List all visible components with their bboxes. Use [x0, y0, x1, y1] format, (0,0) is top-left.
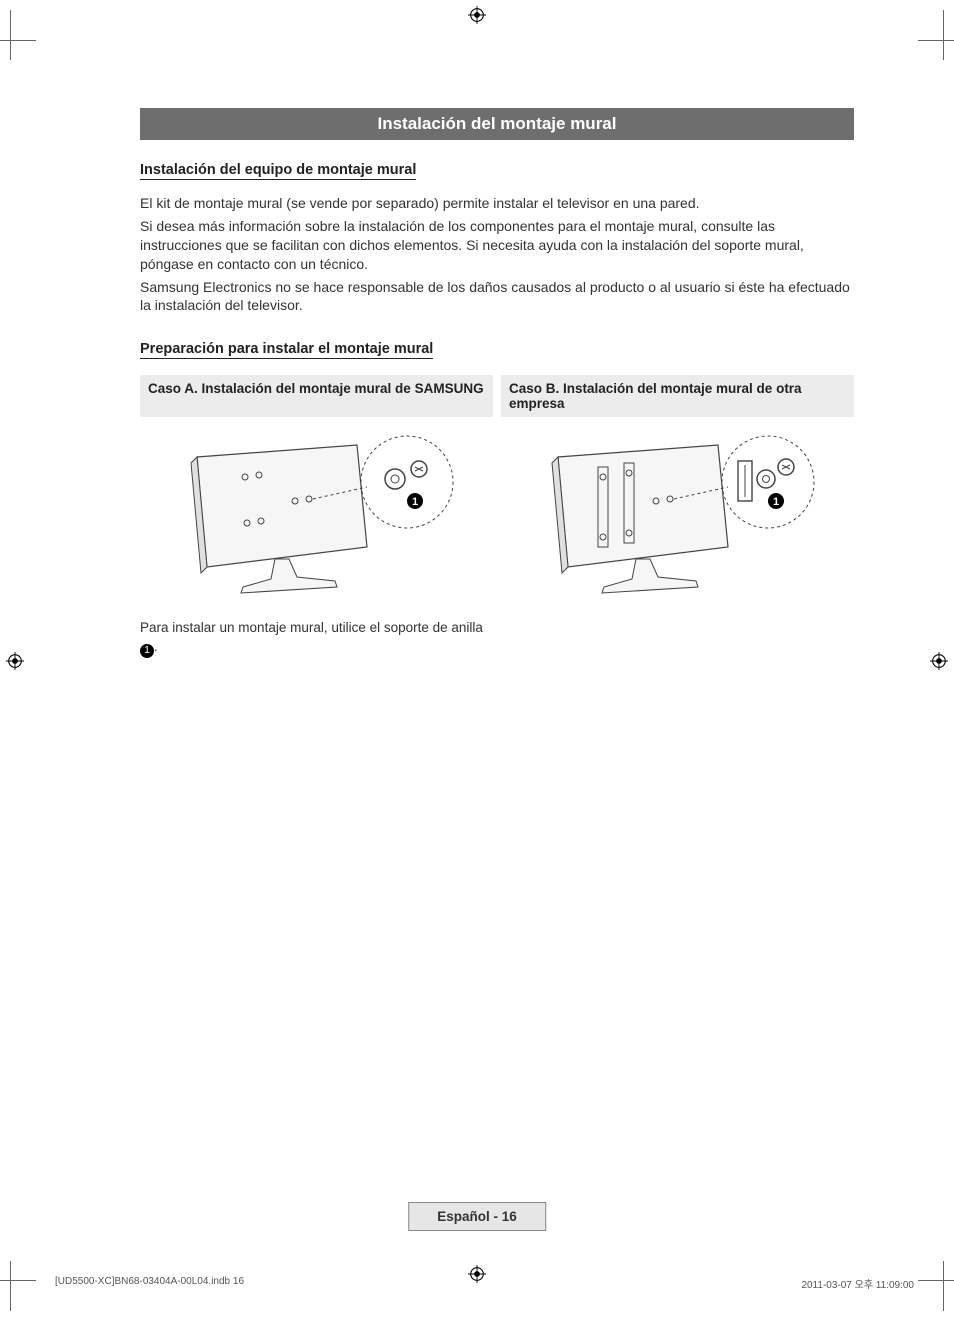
diagram-case-a: 1 [140, 427, 493, 607]
crop-mark [10, 1261, 61, 1311]
paragraph: Samsung Electronics no se hace responsab… [140, 278, 854, 316]
footer-timestamp: 2011-03-07 오후 11:09:00 [801, 1276, 914, 1291]
manual-page: Instalación del montaje mural Instalació… [0, 0, 954, 1321]
page-number-box: Español - 16 [408, 1202, 546, 1231]
badge-number: 1 [772, 496, 778, 508]
crop-mark [893, 10, 944, 60]
note-prefix: Para instalar un montaje mural, utilice … [140, 620, 483, 635]
footer-file-path: [UD5500-XC]BN68-03404A-00L04.indb 16 [55, 1276, 244, 1291]
tv-mount-diagram-icon: 1 [528, 427, 828, 607]
content-area: Instalación del montaje mural Instalació… [140, 108, 854, 658]
paragraph: Si desea más información sobre la instal… [140, 217, 854, 274]
registration-mark-icon [930, 652, 948, 670]
case-header-row: Caso A. Instalación del montaje mural de… [140, 375, 854, 417]
crop-mark [10, 10, 61, 60]
subheading-preparation: Preparación para instalar el montaje mur… [140, 341, 433, 359]
registration-mark-icon [468, 6, 486, 24]
case-b-header: Caso B. Instalación del montaje mural de… [501, 375, 854, 417]
print-footer: [UD5500-XC]BN68-03404A-00L04.indb 16 201… [55, 1276, 914, 1291]
case-a-header: Caso A. Instalación del montaje mural de… [140, 375, 493, 417]
registration-mark-icon [6, 652, 24, 670]
ring-holder-badge-icon: 1 [140, 644, 154, 658]
diagram-case-b: 1 [501, 427, 854, 607]
subheading-install-kit: Instalación del equipo de montaje mural [140, 162, 416, 180]
diagram-row: 1 [140, 427, 854, 607]
section-title-bar: Instalación del montaje mural [140, 108, 854, 140]
badge-number: 1 [411, 496, 417, 508]
installation-note: Para instalar un montaje mural, utilice … [140, 619, 500, 657]
paragraph: El kit de montaje mural (se vende por se… [140, 194, 854, 213]
note-suffix: . [154, 639, 158, 654]
tv-mount-diagram-icon: 1 [167, 427, 467, 607]
